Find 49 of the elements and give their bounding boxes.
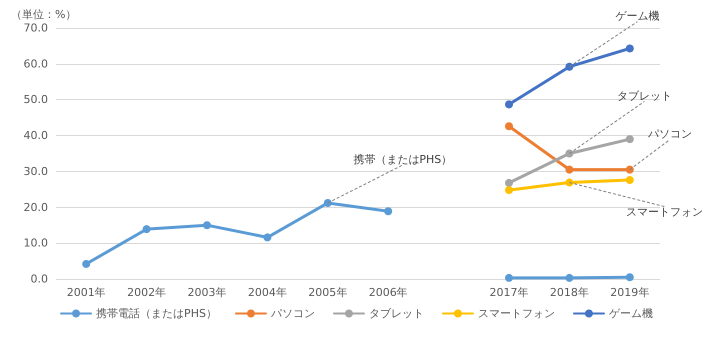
point xyxy=(505,274,513,282)
x-tick-label: 2004年 xyxy=(248,286,287,299)
annotation: 携帯（またはPHS） xyxy=(353,152,452,166)
point xyxy=(565,166,574,174)
point xyxy=(82,260,90,268)
legend-label: ゲーム機 xyxy=(608,307,653,320)
annotation: スマートフォン xyxy=(626,206,703,219)
annotation: パソコン xyxy=(646,128,692,141)
point xyxy=(626,273,634,282)
legend-label: タブレット xyxy=(368,307,424,320)
point xyxy=(384,207,392,216)
annotation: ゲーム機 xyxy=(615,10,660,23)
annotation: タブレット xyxy=(616,90,672,102)
y-tick-label: 20.0 xyxy=(24,200,48,214)
point xyxy=(626,44,634,52)
y-tick-label: 60.0 xyxy=(24,57,48,70)
legend-label: 携帯電話（またはPHS） xyxy=(96,307,217,320)
x-tick-label: 2005年 xyxy=(308,286,348,299)
y-tick-label: 50.0 xyxy=(24,93,48,106)
x-tick-label: 2018年 xyxy=(550,286,589,299)
y-axis-title: （単位：%） xyxy=(11,8,76,21)
point xyxy=(505,186,513,194)
legend-label: スマートフォン xyxy=(478,307,555,320)
point xyxy=(565,62,574,71)
point xyxy=(565,150,574,158)
point xyxy=(142,225,151,234)
point xyxy=(263,233,272,242)
y-tick-label: 0.0 xyxy=(30,272,48,286)
y-tick-label: 40.0 xyxy=(24,129,48,142)
point xyxy=(324,198,332,207)
point xyxy=(505,122,513,130)
y-tick-label: 70.0 xyxy=(24,22,48,34)
legend-label: パソコン xyxy=(270,307,315,320)
x-tick-label: 2003年 xyxy=(188,286,226,299)
x-tick-label: 2006年 xyxy=(368,286,408,299)
x-tick-label: 2017年 xyxy=(490,286,528,299)
y-tick-label: 10.0 xyxy=(24,236,48,250)
x-tick-label: 2002年 xyxy=(127,286,166,299)
point xyxy=(626,135,634,144)
x-tick-label: 2019年 xyxy=(610,286,650,299)
point xyxy=(505,100,513,108)
point xyxy=(626,166,634,174)
y-tick-label: 30.0 xyxy=(24,164,48,178)
point xyxy=(565,274,574,282)
x-tick-label: 2001年 xyxy=(66,286,106,299)
point xyxy=(505,178,513,187)
point xyxy=(565,178,574,187)
point xyxy=(626,176,634,184)
point xyxy=(203,221,211,230)
